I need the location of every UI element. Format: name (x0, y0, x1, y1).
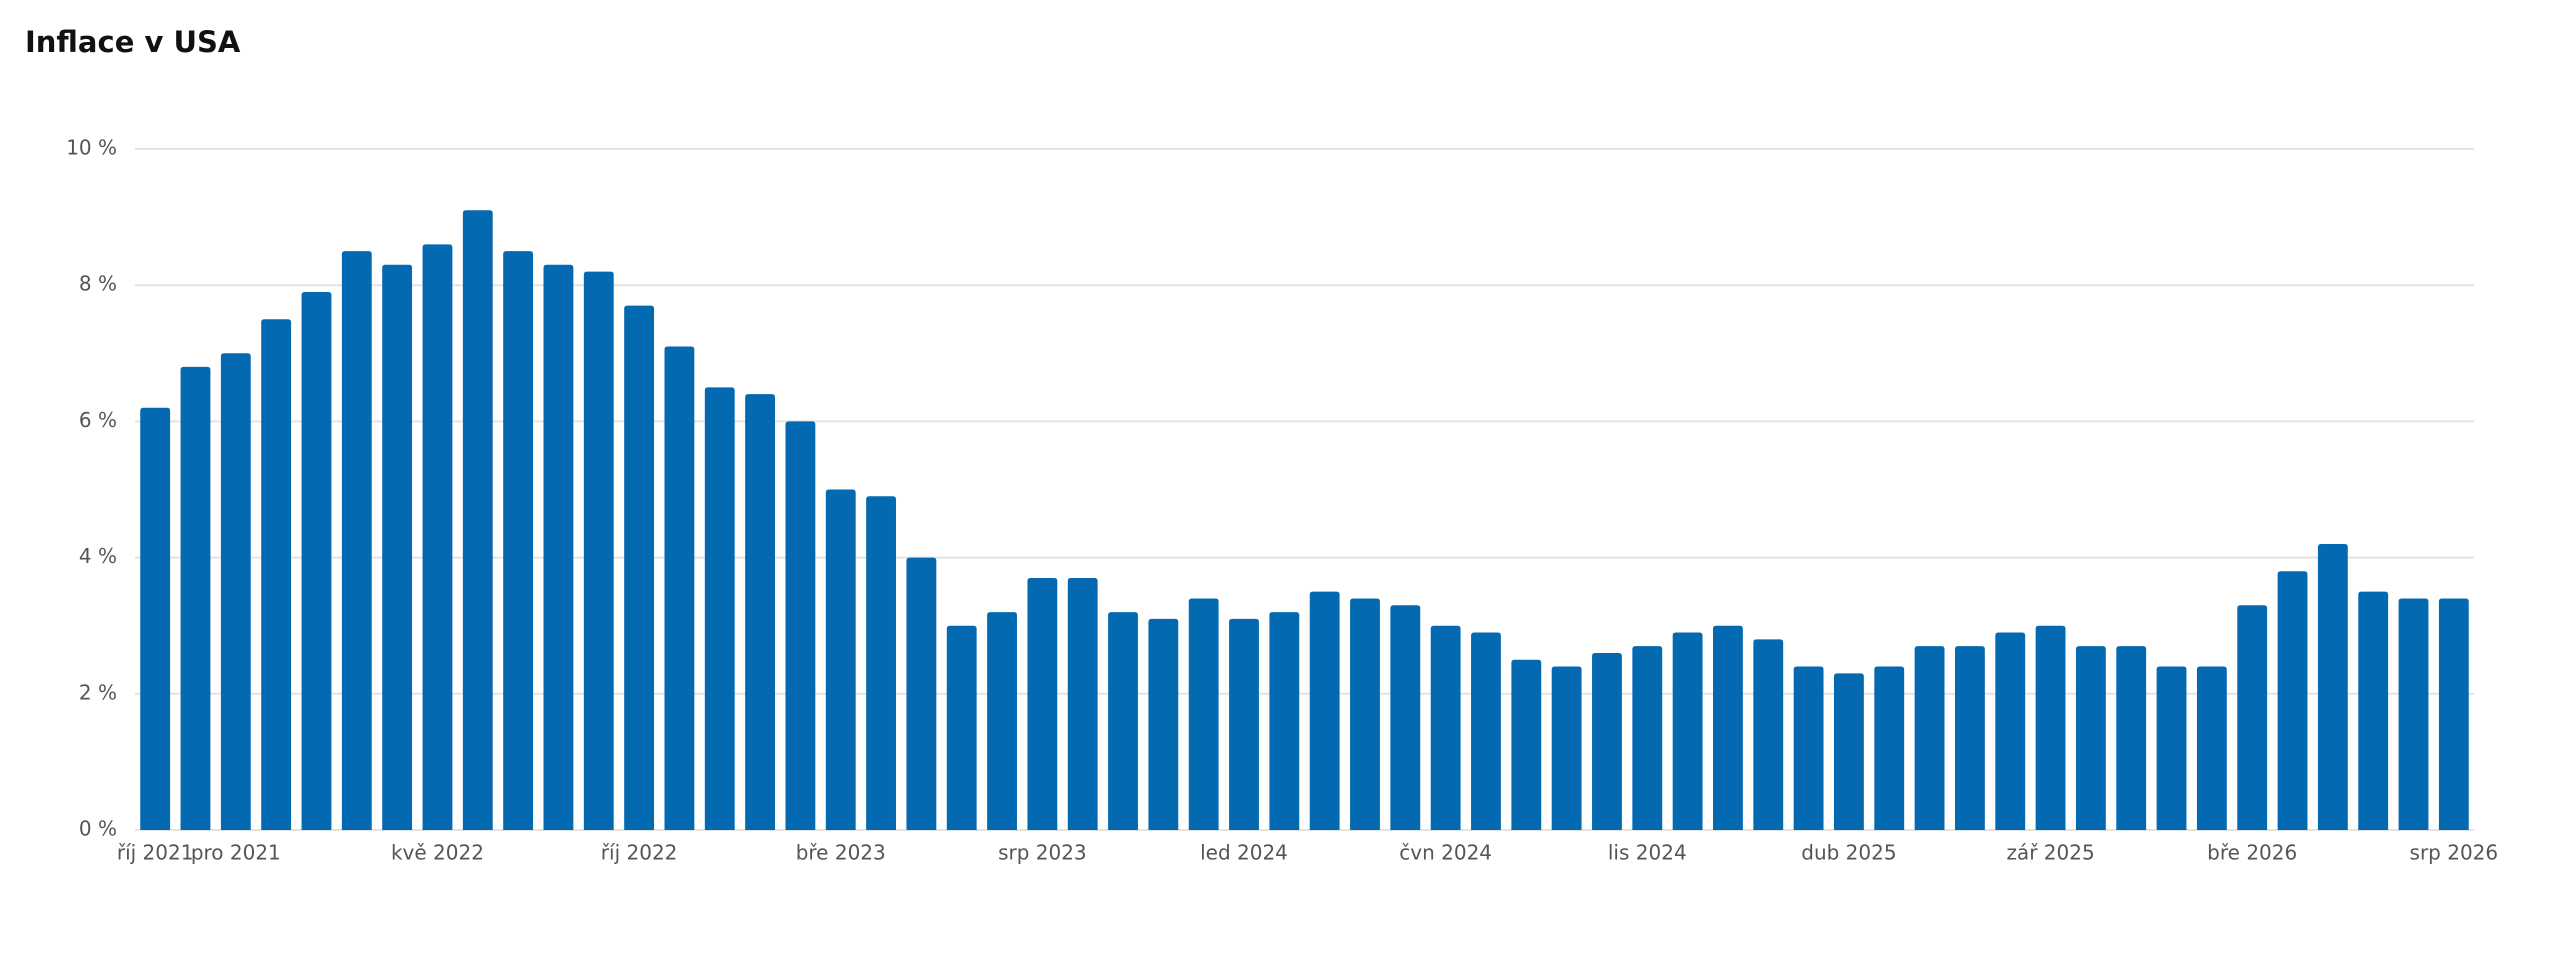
y-tick-label: 8 % (79, 272, 117, 296)
x-tick-label: bře 2026 (2207, 841, 2297, 865)
bar (2237, 605, 2268, 830)
bar (140, 407, 171, 830)
bar (1027, 578, 1058, 830)
bar (825, 489, 856, 830)
bar (946, 625, 977, 830)
bar (1471, 632, 1501, 830)
bar (1551, 666, 1582, 830)
x-tick-label: říj 2022 (601, 841, 678, 865)
x-tick-label: říj 2021 (117, 841, 194, 865)
bar (987, 612, 1017, 830)
bar (422, 244, 453, 831)
bar (745, 394, 775, 830)
bar (785, 421, 816, 830)
bar (2358, 591, 2389, 830)
bar (2196, 666, 2227, 830)
bar (906, 557, 937, 830)
bar (1592, 652, 1622, 830)
bar (382, 264, 413, 830)
y-tick-label: 10 % (66, 136, 117, 160)
bar (261, 319, 292, 830)
x-tick-label: kvě 2022 (391, 841, 484, 865)
bar (1753, 639, 1784, 830)
bar (1309, 591, 1340, 830)
bar (1672, 632, 1703, 830)
y-tick-label: 0 % (79, 817, 117, 841)
bar (1269, 612, 1300, 830)
bar (1108, 612, 1138, 830)
y-tick-label: 6 % (79, 408, 117, 432)
bar (543, 264, 574, 830)
chart-title: Inflace v USA (25, 25, 241, 59)
x-tick-label: bře 2023 (796, 841, 886, 865)
y-tick-label: 2 % (79, 680, 117, 704)
bar (2156, 666, 2187, 830)
bar (2277, 571, 2308, 830)
bar (624, 305, 655, 830)
bar (2317, 543, 2348, 830)
bar (2398, 598, 2429, 830)
bar (1229, 618, 1259, 830)
bar (1390, 605, 1421, 830)
bar (866, 496, 896, 830)
bar (1511, 659, 1542, 830)
bar (220, 353, 251, 830)
bar (1067, 578, 1098, 830)
x-tick-label: srp 2026 (2410, 841, 2499, 865)
bar (301, 292, 332, 830)
bar (2075, 646, 2106, 830)
bar (704, 387, 735, 830)
bar (1350, 598, 1380, 830)
x-tick-label: lis 2024 (1608, 841, 1687, 865)
bar (1995, 632, 2026, 830)
y-tick-label: 4 % (79, 544, 117, 568)
x-tick-label: srp 2023 (998, 841, 1087, 865)
bar (1430, 625, 1461, 830)
bar (583, 271, 614, 831)
bar (1834, 673, 1864, 830)
bar (1148, 618, 1179, 830)
x-tick-label: dub 2025 (1801, 841, 1896, 865)
bar (1188, 598, 1219, 830)
bar (2116, 646, 2147, 830)
bar (1713, 625, 1743, 830)
bar (462, 210, 493, 831)
bar (180, 366, 211, 830)
bar (1914, 646, 1945, 830)
bar (341, 251, 372, 830)
bar (664, 346, 695, 830)
bar (1632, 646, 1663, 830)
x-tick-label: led 2024 (1200, 841, 1288, 865)
bar (503, 251, 534, 830)
bar (2035, 625, 2066, 830)
x-tick-label: pro 2021 (191, 841, 281, 865)
x-tick-label: čvn 2024 (1399, 841, 1492, 865)
bar (1793, 666, 1824, 830)
bar (1954, 646, 1985, 830)
x-tick-label: zář 2025 (2006, 841, 2094, 865)
bar (2438, 598, 2469, 830)
bar (1874, 666, 1905, 830)
